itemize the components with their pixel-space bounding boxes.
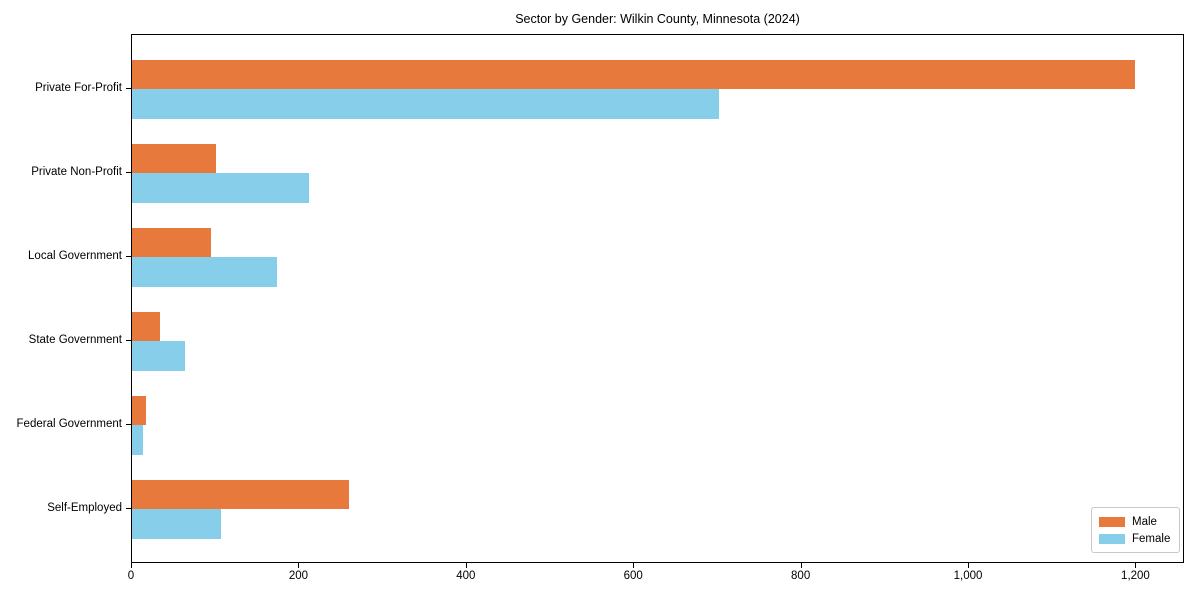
y-tick-mark bbox=[126, 508, 131, 509]
x-tick-mark bbox=[800, 563, 802, 568]
y-tick-mark bbox=[126, 172, 131, 173]
y-tick-label-private-for-profit: Private For-Profit bbox=[35, 82, 122, 94]
bar-female-private-for-profit bbox=[132, 89, 720, 119]
bar-group-private-for-profit bbox=[132, 47, 1183, 131]
legend-label-male: Male bbox=[1132, 515, 1157, 528]
y-tick-label-self-employed: Self-Employed bbox=[47, 502, 122, 514]
plot-area bbox=[131, 34, 1184, 563]
bar-female-federal-government bbox=[132, 425, 143, 455]
y-tick-label-private-non-profit: Private Non-Profit bbox=[31, 166, 122, 178]
y-tick-mark bbox=[126, 88, 131, 89]
x-tick-mark bbox=[298, 563, 300, 568]
legend-label-female: Female bbox=[1132, 532, 1171, 545]
x-tick-label-1000: 1,000 bbox=[953, 570, 983, 582]
bar-female-self-employed bbox=[132, 509, 221, 539]
legend-entry-male: Male bbox=[1099, 516, 1179, 528]
y-axis: Private For-Profit Private Non-Profit Loca… bbox=[0, 34, 131, 563]
x-tick-label-600: 600 bbox=[623, 570, 643, 582]
x-tick-mark bbox=[1135, 563, 1137, 568]
bar-male-state-government bbox=[132, 311, 161, 341]
bar-male-private-for-profit bbox=[132, 59, 1135, 89]
bar-group-federal-government bbox=[132, 383, 1183, 467]
x-axis: 0 200 400 600 800 1,000 1,200 bbox=[127, 563, 1184, 595]
x-tick-label-200: 200 bbox=[288, 570, 308, 582]
legend: Male Female bbox=[1091, 507, 1180, 553]
bar-female-state-government bbox=[132, 341, 186, 371]
x-tick-mark bbox=[968, 563, 970, 568]
bar-male-private-non-profit bbox=[132, 143, 216, 173]
x-tick-label-0: 0 bbox=[127, 570, 135, 582]
legend-swatch-male-icon bbox=[1099, 516, 1125, 527]
bar-group-local-government bbox=[132, 215, 1183, 299]
bar-female-local-government bbox=[132, 257, 278, 287]
bar-group-state-government bbox=[132, 299, 1183, 383]
bar-male-federal-government bbox=[132, 395, 147, 425]
legend-swatch-female-icon bbox=[1099, 533, 1125, 544]
x-tick-mark bbox=[465, 563, 467, 568]
y-tick-label-federal-government: Federal Government bbox=[16, 418, 122, 430]
y-tick-mark bbox=[126, 340, 131, 341]
legend-entry-female: Female bbox=[1099, 533, 1179, 545]
x-tick-label-800: 800 bbox=[791, 570, 811, 582]
bar-female-private-non-profit bbox=[132, 173, 310, 203]
x-tick-label-1200: 1,200 bbox=[1121, 570, 1150, 582]
x-tick-mark bbox=[131, 563, 132, 568]
x-tick-mark bbox=[633, 563, 635, 568]
chart-title: Sector by Gender: Wilkin County, Minneso… bbox=[515, 12, 800, 26]
y-tick-label-local-government: Local Government bbox=[28, 250, 122, 262]
y-tick-label-state-government: State Government bbox=[28, 334, 122, 346]
y-tick-mark bbox=[126, 424, 131, 425]
bar-group-private-non-profit bbox=[132, 131, 1183, 215]
bar-male-local-government bbox=[132, 227, 212, 257]
y-tick-mark bbox=[126, 256, 131, 257]
x-tick-label-400: 400 bbox=[456, 570, 476, 582]
bar-male-self-employed bbox=[132, 479, 350, 509]
bar-group-self-employed bbox=[132, 467, 1183, 551]
